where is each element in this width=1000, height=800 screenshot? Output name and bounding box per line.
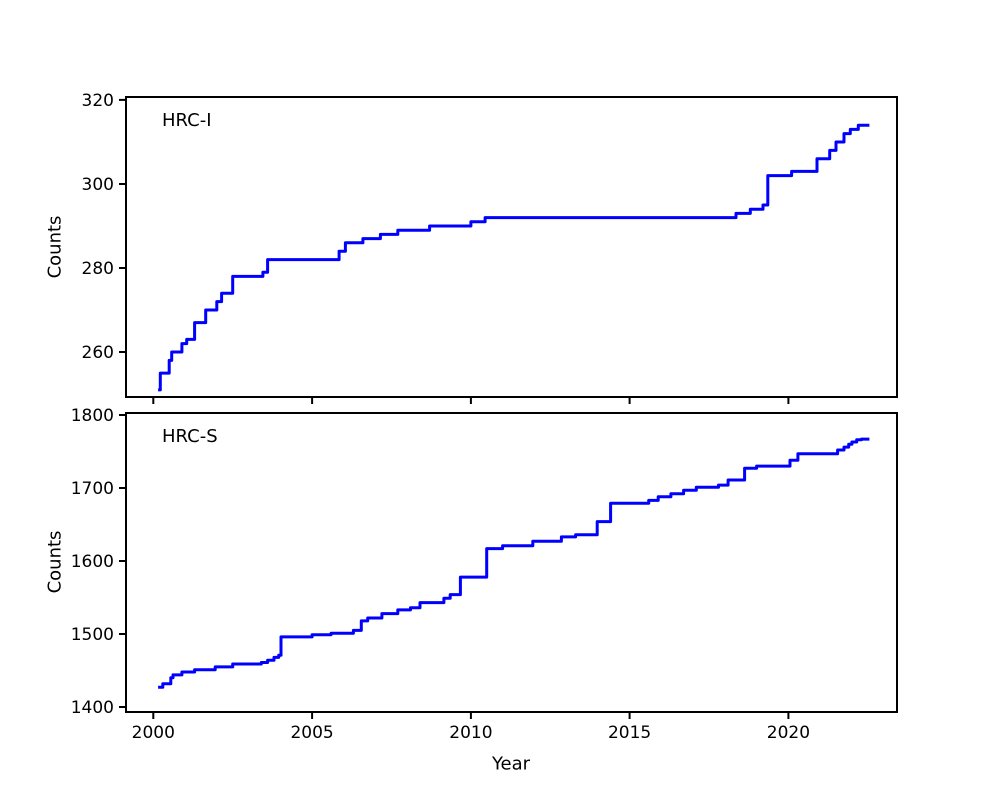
x-axis-label: Year bbox=[491, 753, 531, 775]
annotation-hrc-i: HRC-I bbox=[162, 110, 212, 131]
y-tick-label: 1500 bbox=[71, 625, 114, 645]
x-tick-label: 2015 bbox=[608, 723, 651, 743]
plot-frame bbox=[125, 96, 898, 398]
x-tick-label: 2010 bbox=[449, 723, 492, 743]
hrc-s-axes: 2000 2005 2010 2015 2020 1400 1500 1600 1700 1800 bbox=[71, 406, 898, 743]
hrc-i-data-line bbox=[158, 123, 870, 392]
y-tick-label: 1800 bbox=[71, 406, 114, 426]
annotation-hrc-s: HRC-S bbox=[162, 426, 218, 447]
y-axis-label-hrc-s: Counts bbox=[44, 530, 66, 594]
y-tick-label: 1600 bbox=[71, 552, 114, 572]
y-tick-label: 1700 bbox=[71, 479, 114, 499]
x-tick-label: 2000 bbox=[132, 723, 175, 743]
y-tick-label: 1400 bbox=[71, 698, 114, 718]
hrc-s-data-line bbox=[158, 437, 870, 689]
y-tick-label: 300 bbox=[82, 175, 114, 195]
y-axis-label-hrc-i: Counts bbox=[44, 215, 66, 279]
hrc-i-axes: 260 280 300 320 bbox=[82, 91, 898, 404]
y-tick-label: 280 bbox=[82, 259, 114, 279]
plot-frame bbox=[125, 412, 898, 713]
x-tick-label: 2005 bbox=[290, 723, 333, 743]
y-tick-label: 260 bbox=[82, 343, 114, 363]
y-tick-label: 320 bbox=[82, 91, 114, 111]
x-tick-label: 2020 bbox=[767, 723, 810, 743]
